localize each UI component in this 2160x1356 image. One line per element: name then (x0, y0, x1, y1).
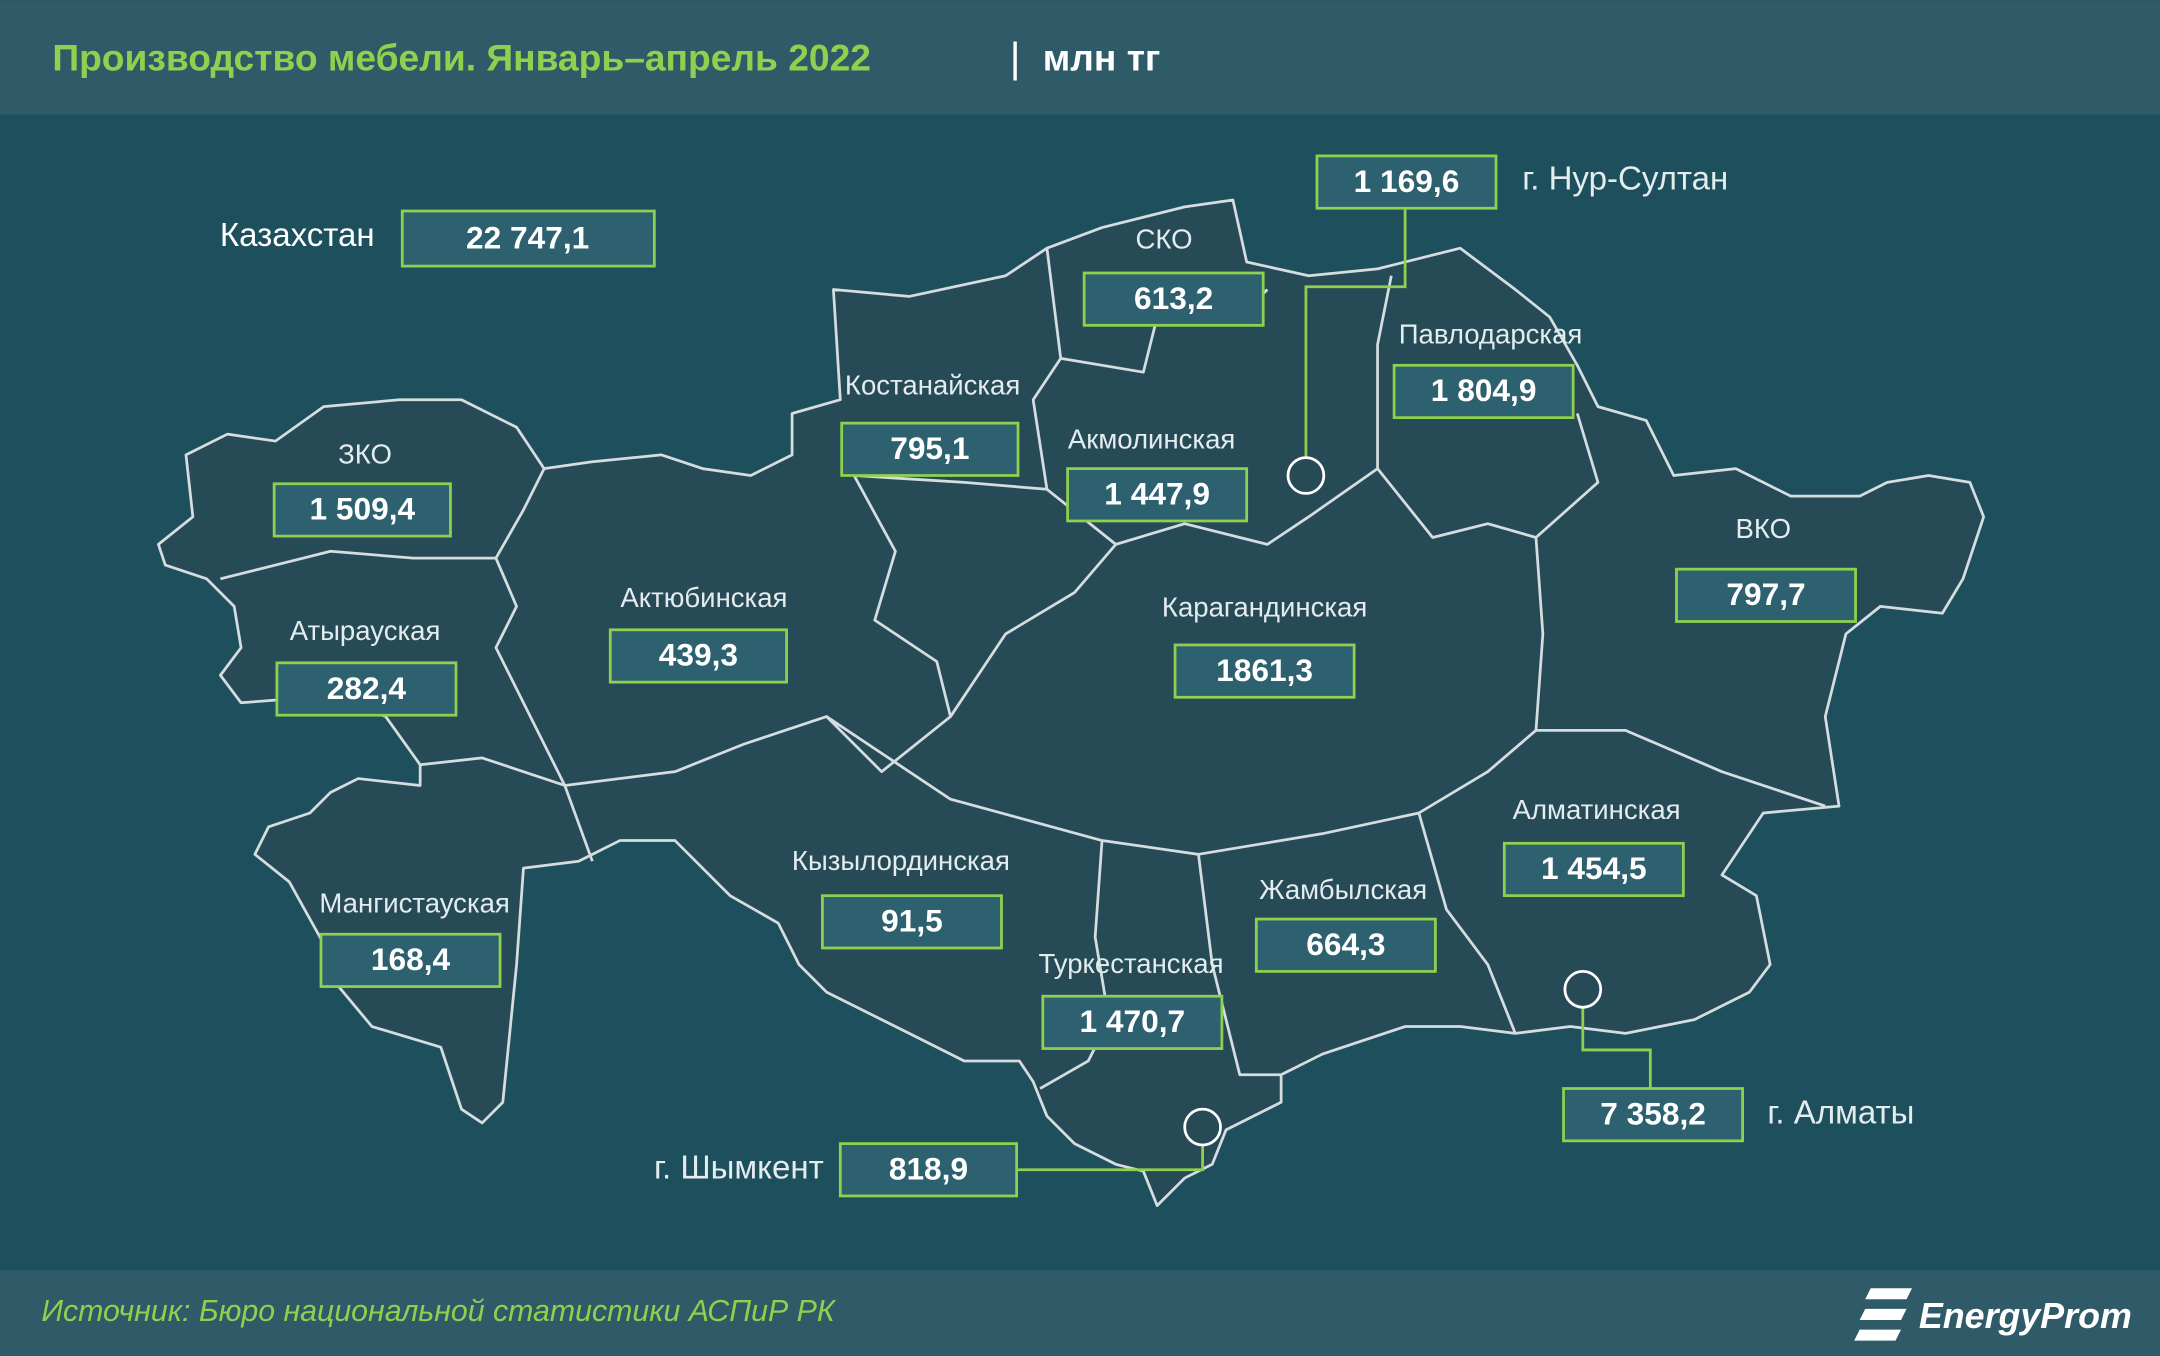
labels: ЗКО 1 509,4 Атырауская 282,4 Актюбинская 439,… (272, 154, 1914, 1198)
leader-line (1581, 1007, 1652, 1089)
region-borders (220, 248, 1826, 1090)
total-box (400, 209, 656, 268)
city-value: 1 169,6 (1354, 163, 1460, 199)
value-box (1675, 567, 1857, 623)
footer-bar (0, 1270, 2160, 1356)
separator: | (1010, 35, 1021, 81)
city-name: г. Алматы (1767, 1094, 1914, 1131)
map (157, 198, 1986, 1207)
city-marker (1286, 456, 1326, 495)
region-name: ВКО (1735, 513, 1791, 544)
value-box (275, 661, 458, 717)
region-value: 439,3 (659, 637, 738, 673)
region-name: Жамбылская (1259, 874, 1427, 905)
region-name: Актюбинская (620, 582, 787, 613)
header-bar (0, 0, 2160, 115)
region-name: Кызылординская (792, 845, 1010, 876)
value-box (1041, 994, 1224, 1050)
value-box (608, 628, 788, 684)
region-value: 282,4 (327, 670, 407, 706)
region-name: СКО (1135, 224, 1192, 255)
region-value: 1 454,5 (1541, 850, 1647, 886)
region-value: 664,3 (1306, 926, 1385, 962)
value-box (840, 421, 1020, 477)
source: Источник: Бюро национальной статистики А… (41, 1295, 837, 1328)
region-name: Туркестанская (1038, 948, 1223, 979)
value-box (1502, 841, 1685, 898)
value-box (1066, 467, 1249, 523)
region-name: ЗКО (338, 438, 392, 469)
leader-line (1016, 1144, 1204, 1172)
region-name: Павлодарская (1399, 319, 1583, 350)
city-value: 818,9 (889, 1151, 968, 1187)
total-value: 22 747,1 (466, 219, 589, 255)
region-value: 91,5 (881, 903, 943, 939)
title: Производство мебели. Январь–апрель 2022 (52, 37, 871, 79)
leader-line (1304, 208, 1407, 458)
city-marker (1563, 970, 1603, 1009)
region-name: Атырауская (290, 615, 441, 646)
region-value: 1861,3 (1216, 652, 1313, 688)
logo-text: EnergyProm (1919, 1296, 2132, 1336)
region-name: Костанайская (845, 370, 1020, 401)
city-marker (1183, 1107, 1222, 1147)
region-value: 795,1 (890, 430, 969, 466)
value-box (1562, 1087, 1744, 1143)
region-value: 1 470,7 (1080, 1003, 1186, 1039)
value-box (272, 482, 452, 538)
region-value: 1 509,4 (309, 491, 415, 527)
total-label: Казахстан (220, 217, 375, 254)
region-value: 168,4 (371, 941, 451, 977)
region-value: 797,7 (1726, 576, 1805, 612)
value-box (838, 1142, 1019, 1198)
region-value: 1 447,9 (1104, 476, 1210, 512)
value-box (319, 932, 502, 988)
logo-mark (1854, 1288, 1913, 1341)
region-name: Мангистауская (319, 888, 509, 919)
region-value: 613,2 (1134, 280, 1213, 316)
city-name: г. Нур-Султан (1522, 160, 1728, 197)
city-name: г. Шымкент (654, 1150, 824, 1187)
value-box (1173, 643, 1356, 699)
value-box (1082, 271, 1265, 327)
value-box (1392, 363, 1575, 420)
value-box (821, 894, 1003, 950)
logo: EnergyProm (1854, 1288, 2132, 1341)
city-value: 7 358,2 (1600, 1095, 1706, 1131)
region-value: 1 804,9 (1431, 372, 1537, 408)
value-box (1315, 154, 1498, 210)
unit: млн тг (1043, 37, 1161, 79)
region-name: Карагандинская (1162, 591, 1367, 622)
value-box (1254, 917, 1437, 973)
region-name: Акмолинская (1068, 423, 1235, 454)
region-name: Алматинская (1513, 794, 1681, 825)
